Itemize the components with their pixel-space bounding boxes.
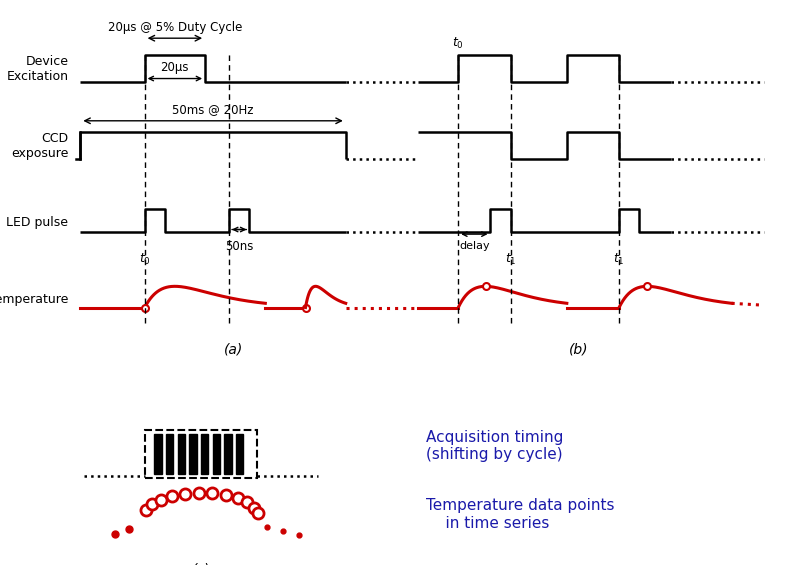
Text: (b): (b) — [569, 342, 588, 357]
Text: Device
Excitation: Device Excitation — [6, 55, 68, 83]
Text: Acquisition timing
(shifting by cycle): Acquisition timing (shifting by cycle) — [426, 429, 563, 462]
Text: delay: delay — [459, 241, 489, 251]
Text: 50ns: 50ns — [225, 240, 253, 253]
Text: $t_0$: $t_0$ — [139, 251, 150, 267]
Bar — [190, 434, 196, 473]
Text: 20μs @ 5% Duty Cycle: 20μs @ 5% Duty Cycle — [108, 20, 242, 33]
Text: $t_1$: $t_1$ — [504, 251, 516, 267]
Text: CCD
exposure: CCD exposure — [11, 132, 68, 160]
Text: (c): (c) — [192, 562, 210, 565]
Text: 20μs: 20μs — [161, 60, 189, 73]
Text: LED pulse: LED pulse — [6, 216, 68, 229]
Bar — [224, 434, 231, 473]
Bar — [212, 434, 220, 473]
Bar — [201, 434, 208, 473]
Bar — [236, 434, 243, 473]
Text: $t_0$: $t_0$ — [452, 36, 463, 51]
Text: (a): (a) — [223, 342, 243, 357]
Text: $t_1$: $t_1$ — [613, 251, 624, 267]
Text: 50ms @ 20Hz: 50ms @ 20Hz — [172, 103, 254, 116]
Text: Temperature: Temperature — [0, 293, 68, 306]
Text: Temperature data points
    in time series: Temperature data points in time series — [426, 498, 613, 531]
Bar — [166, 434, 173, 473]
Bar — [177, 434, 185, 473]
Bar — [154, 434, 161, 473]
